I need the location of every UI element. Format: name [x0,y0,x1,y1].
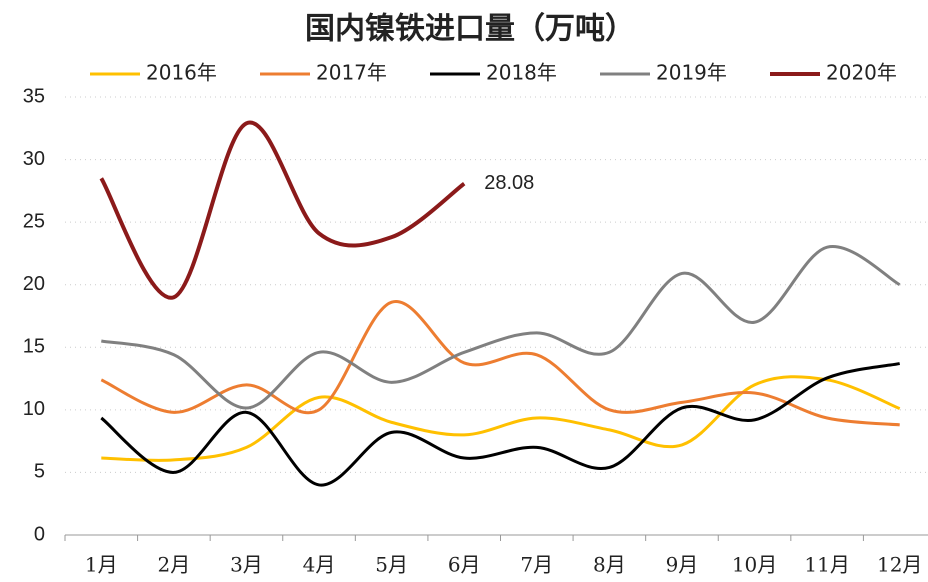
y-tick-label: 15 [23,336,45,358]
x-tick-label: 2月 [158,553,191,577]
y-tick-label: 35 [23,85,45,107]
x-tick-label: 6月 [448,553,481,577]
x-tick-label: 1月 [85,553,118,577]
y-tick-label: 10 [23,398,45,420]
series-line [99,120,466,300]
x-tick-label: 11月 [804,553,849,577]
legend-label: 2017年 [316,61,387,85]
y-tick-label: 5 [34,461,45,483]
chart-title: 国内镍铁进口量（万吨） [305,12,635,47]
series-line [100,362,900,487]
y-tick-label: 30 [23,148,45,170]
series-line [100,300,900,427]
data-label: 28.08 [484,172,534,194]
y-tick-label: 0 [34,523,45,545]
x-tick-label: 10月 [732,553,777,577]
legend-label: 2016年 [146,61,217,85]
x-tick-label: 4月 [303,553,336,577]
x-tick-label: 3月 [230,553,263,577]
series-line [101,375,901,462]
x-tick-label: 5月 [375,553,408,577]
legend-label: 2020年 [826,61,897,85]
x-tick-label: 7月 [520,553,553,577]
x-tick-label: 9月 [666,553,699,577]
y-tick-label: 25 [23,210,45,232]
series-line [101,245,901,410]
x-tick-label: 12月 [877,553,922,577]
y-tick-label: 20 [23,273,45,295]
legend-label: 2019年 [656,61,727,85]
x-tick-label: 8月 [593,553,626,577]
legend-label: 2018年 [486,61,557,85]
